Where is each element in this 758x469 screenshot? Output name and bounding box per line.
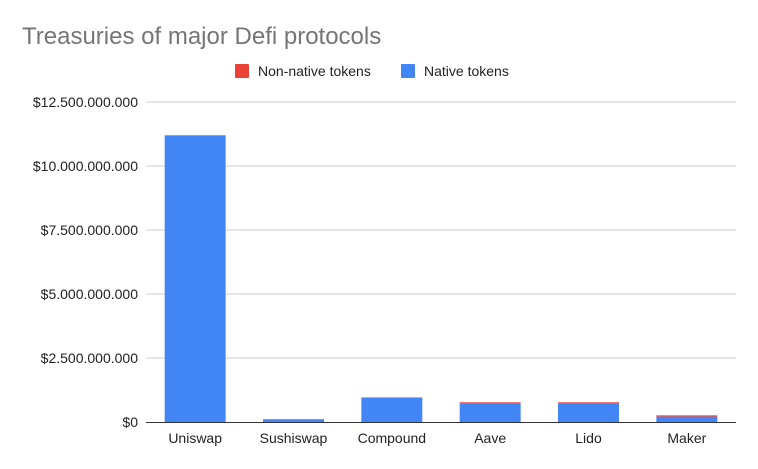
y-tick-label: $5.000.000.000	[41, 286, 139, 302]
bar-aave-native[interactable]	[459, 403, 521, 422]
gridlines	[146, 101, 736, 359]
legend-label-non-native: Non-native tokens	[258, 63, 371, 79]
bar-maker-non-native[interactable]	[656, 415, 718, 417]
y-tick-label: $12.500.000.000	[33, 94, 138, 110]
x-tick-label: Maker	[667, 430, 706, 446]
legend: Non-native tokens Native tokens	[235, 63, 509, 79]
legend-label-native: Native tokens	[424, 63, 509, 79]
bar-compound-native[interactable]	[361, 397, 423, 422]
bar-uniswap-native[interactable]	[164, 135, 226, 422]
y-axis-ticks: $0 $2.500.000.000 $5.000.000.000 $7.500.000…	[33, 94, 138, 430]
x-tick-label: Lido	[575, 430, 602, 446]
legend-item-native[interactable]: Native tokens	[401, 63, 509, 79]
x-tick-label: Compound	[358, 430, 427, 446]
x-tick-label: Uniswap	[168, 430, 222, 446]
bar-lido-native[interactable]	[558, 403, 619, 422]
y-tick-label: $2.500.000.000	[41, 350, 139, 366]
bar-maker-native[interactable]	[656, 416, 718, 422]
legend-item-non-native[interactable]: Non-native tokens	[235, 63, 371, 79]
bar-aave-non-native[interactable]	[459, 402, 521, 404]
legend-swatch-native	[401, 64, 415, 78]
y-tick-label: $7.500.000.000	[41, 222, 139, 238]
legend-swatch-non-native	[235, 64, 249, 78]
x-tick-label: Aave	[474, 430, 506, 446]
x-tick-label: Sushiswap	[260, 430, 328, 446]
y-tick-label: $0	[122, 414, 138, 430]
x-axis-labels: Uniswap Sushiswap Compound Aave Lido Maker	[168, 430, 706, 446]
bar-lido-non-native[interactable]	[558, 402, 619, 404]
chart-title: Treasuries of major Defi protocols	[22, 23, 381, 50]
y-tick-label: $10.000.000.000	[33, 158, 138, 174]
bar-sushiswap-native[interactable]	[263, 419, 324, 422]
bars	[164, 135, 718, 422]
